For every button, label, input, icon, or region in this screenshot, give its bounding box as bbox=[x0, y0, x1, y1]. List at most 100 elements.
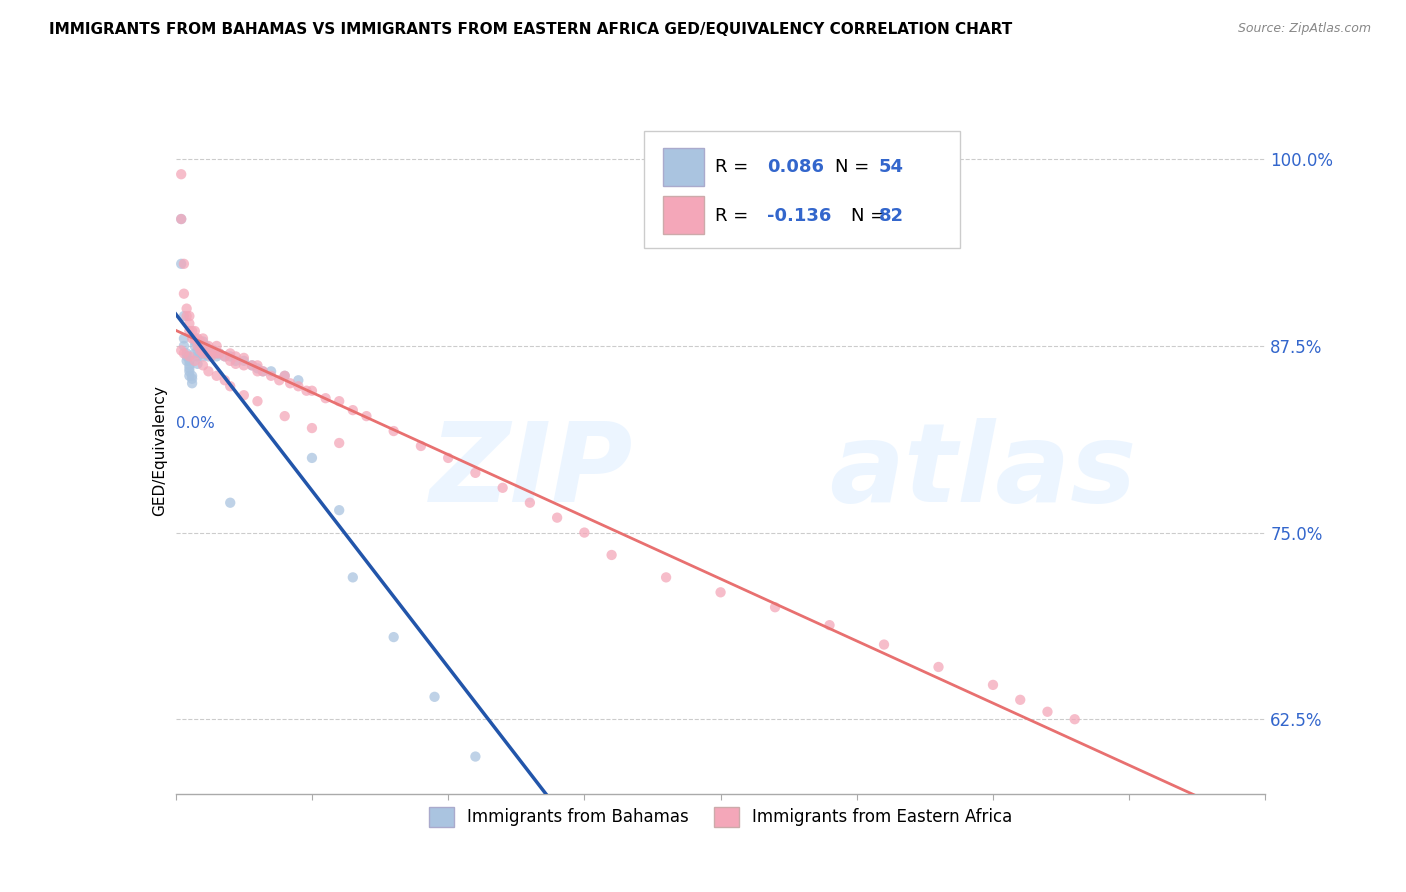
Point bbox=[423, 690, 446, 704]
Text: N =: N = bbox=[852, 207, 891, 225]
Text: R =: R = bbox=[716, 159, 754, 177]
Point bbox=[205, 346, 228, 360]
Point bbox=[546, 510, 568, 524]
Point bbox=[519, 496, 541, 510]
Point bbox=[214, 350, 236, 364]
Point bbox=[184, 339, 207, 353]
Point bbox=[188, 337, 211, 351]
Point bbox=[173, 309, 195, 323]
Point bbox=[232, 351, 254, 365]
Point bbox=[179, 359, 201, 373]
Point bbox=[173, 257, 195, 271]
Point bbox=[205, 350, 228, 364]
FancyBboxPatch shape bbox=[644, 131, 960, 248]
Point bbox=[763, 600, 786, 615]
Point bbox=[246, 394, 269, 409]
Point bbox=[179, 324, 201, 338]
Point bbox=[240, 359, 263, 373]
Point bbox=[200, 350, 222, 364]
Point bbox=[710, 585, 733, 599]
Point bbox=[274, 409, 297, 423]
Point bbox=[219, 379, 242, 393]
Point bbox=[278, 376, 301, 391]
Point bbox=[219, 354, 242, 368]
Point bbox=[184, 334, 207, 349]
Point bbox=[179, 368, 201, 383]
Point bbox=[328, 503, 350, 517]
Point bbox=[179, 364, 201, 378]
FancyBboxPatch shape bbox=[662, 148, 704, 186]
Point bbox=[928, 660, 950, 674]
Text: R =: R = bbox=[716, 207, 754, 225]
Point bbox=[181, 372, 204, 386]
Text: IMMIGRANTS FROM BAHAMAS VS IMMIGRANTS FROM EASTERN AFRICA GED/EQUIVALENCY CORREL: IMMIGRANTS FROM BAHAMAS VS IMMIGRANTS FR… bbox=[49, 22, 1012, 37]
Point bbox=[200, 346, 222, 360]
Point bbox=[252, 364, 274, 378]
Point bbox=[181, 331, 204, 345]
Point bbox=[356, 409, 378, 423]
Point bbox=[873, 638, 896, 652]
FancyBboxPatch shape bbox=[662, 196, 704, 234]
Legend: Immigrants from Bahamas, Immigrants from Eastern Africa: Immigrants from Bahamas, Immigrants from… bbox=[422, 800, 1019, 834]
Point bbox=[246, 359, 269, 373]
Point bbox=[197, 350, 219, 364]
Point bbox=[191, 346, 214, 360]
Point bbox=[246, 361, 269, 376]
Point bbox=[194, 339, 217, 353]
Text: 54: 54 bbox=[879, 159, 904, 177]
Point bbox=[315, 391, 337, 405]
Point bbox=[170, 212, 193, 227]
Point bbox=[600, 548, 623, 562]
Point bbox=[184, 331, 207, 345]
Point bbox=[328, 436, 350, 450]
Text: -0.136: -0.136 bbox=[768, 207, 832, 225]
Point bbox=[170, 167, 193, 181]
Point bbox=[260, 368, 283, 383]
Point bbox=[176, 346, 198, 360]
Point bbox=[197, 343, 219, 358]
Point bbox=[232, 354, 254, 368]
Point bbox=[197, 339, 219, 353]
Point bbox=[184, 346, 207, 360]
Point bbox=[191, 346, 214, 360]
Point bbox=[176, 309, 198, 323]
Text: 0.086: 0.086 bbox=[768, 159, 824, 177]
Point bbox=[202, 343, 225, 358]
Text: atlas: atlas bbox=[830, 417, 1137, 524]
Point bbox=[191, 339, 214, 353]
Point bbox=[225, 357, 247, 371]
Point bbox=[409, 439, 432, 453]
Point bbox=[981, 678, 1004, 692]
Point bbox=[181, 376, 204, 391]
Point bbox=[287, 379, 309, 393]
Point bbox=[382, 424, 405, 438]
Text: Source: ZipAtlas.com: Source: ZipAtlas.com bbox=[1237, 22, 1371, 36]
Point bbox=[818, 618, 841, 632]
Y-axis label: GED/Equivalency: GED/Equivalency bbox=[152, 385, 167, 516]
Point bbox=[197, 346, 219, 360]
Point bbox=[214, 373, 236, 387]
Point bbox=[173, 339, 195, 353]
Point bbox=[492, 481, 515, 495]
Point bbox=[205, 368, 228, 383]
Point bbox=[232, 388, 254, 402]
Point bbox=[240, 359, 263, 373]
Point bbox=[574, 525, 596, 540]
Point bbox=[173, 331, 195, 345]
Point bbox=[179, 361, 201, 376]
Point bbox=[186, 350, 209, 364]
Point bbox=[269, 373, 291, 387]
Point bbox=[188, 346, 211, 360]
Point bbox=[205, 346, 228, 360]
Point bbox=[170, 257, 193, 271]
Point bbox=[188, 343, 211, 358]
Point bbox=[181, 324, 204, 338]
Point bbox=[173, 346, 195, 360]
Point bbox=[1063, 712, 1085, 726]
Point bbox=[260, 364, 283, 378]
Point bbox=[219, 346, 242, 360]
Point bbox=[655, 570, 678, 584]
Point bbox=[200, 343, 222, 358]
Point bbox=[274, 368, 297, 383]
Point bbox=[191, 339, 214, 353]
